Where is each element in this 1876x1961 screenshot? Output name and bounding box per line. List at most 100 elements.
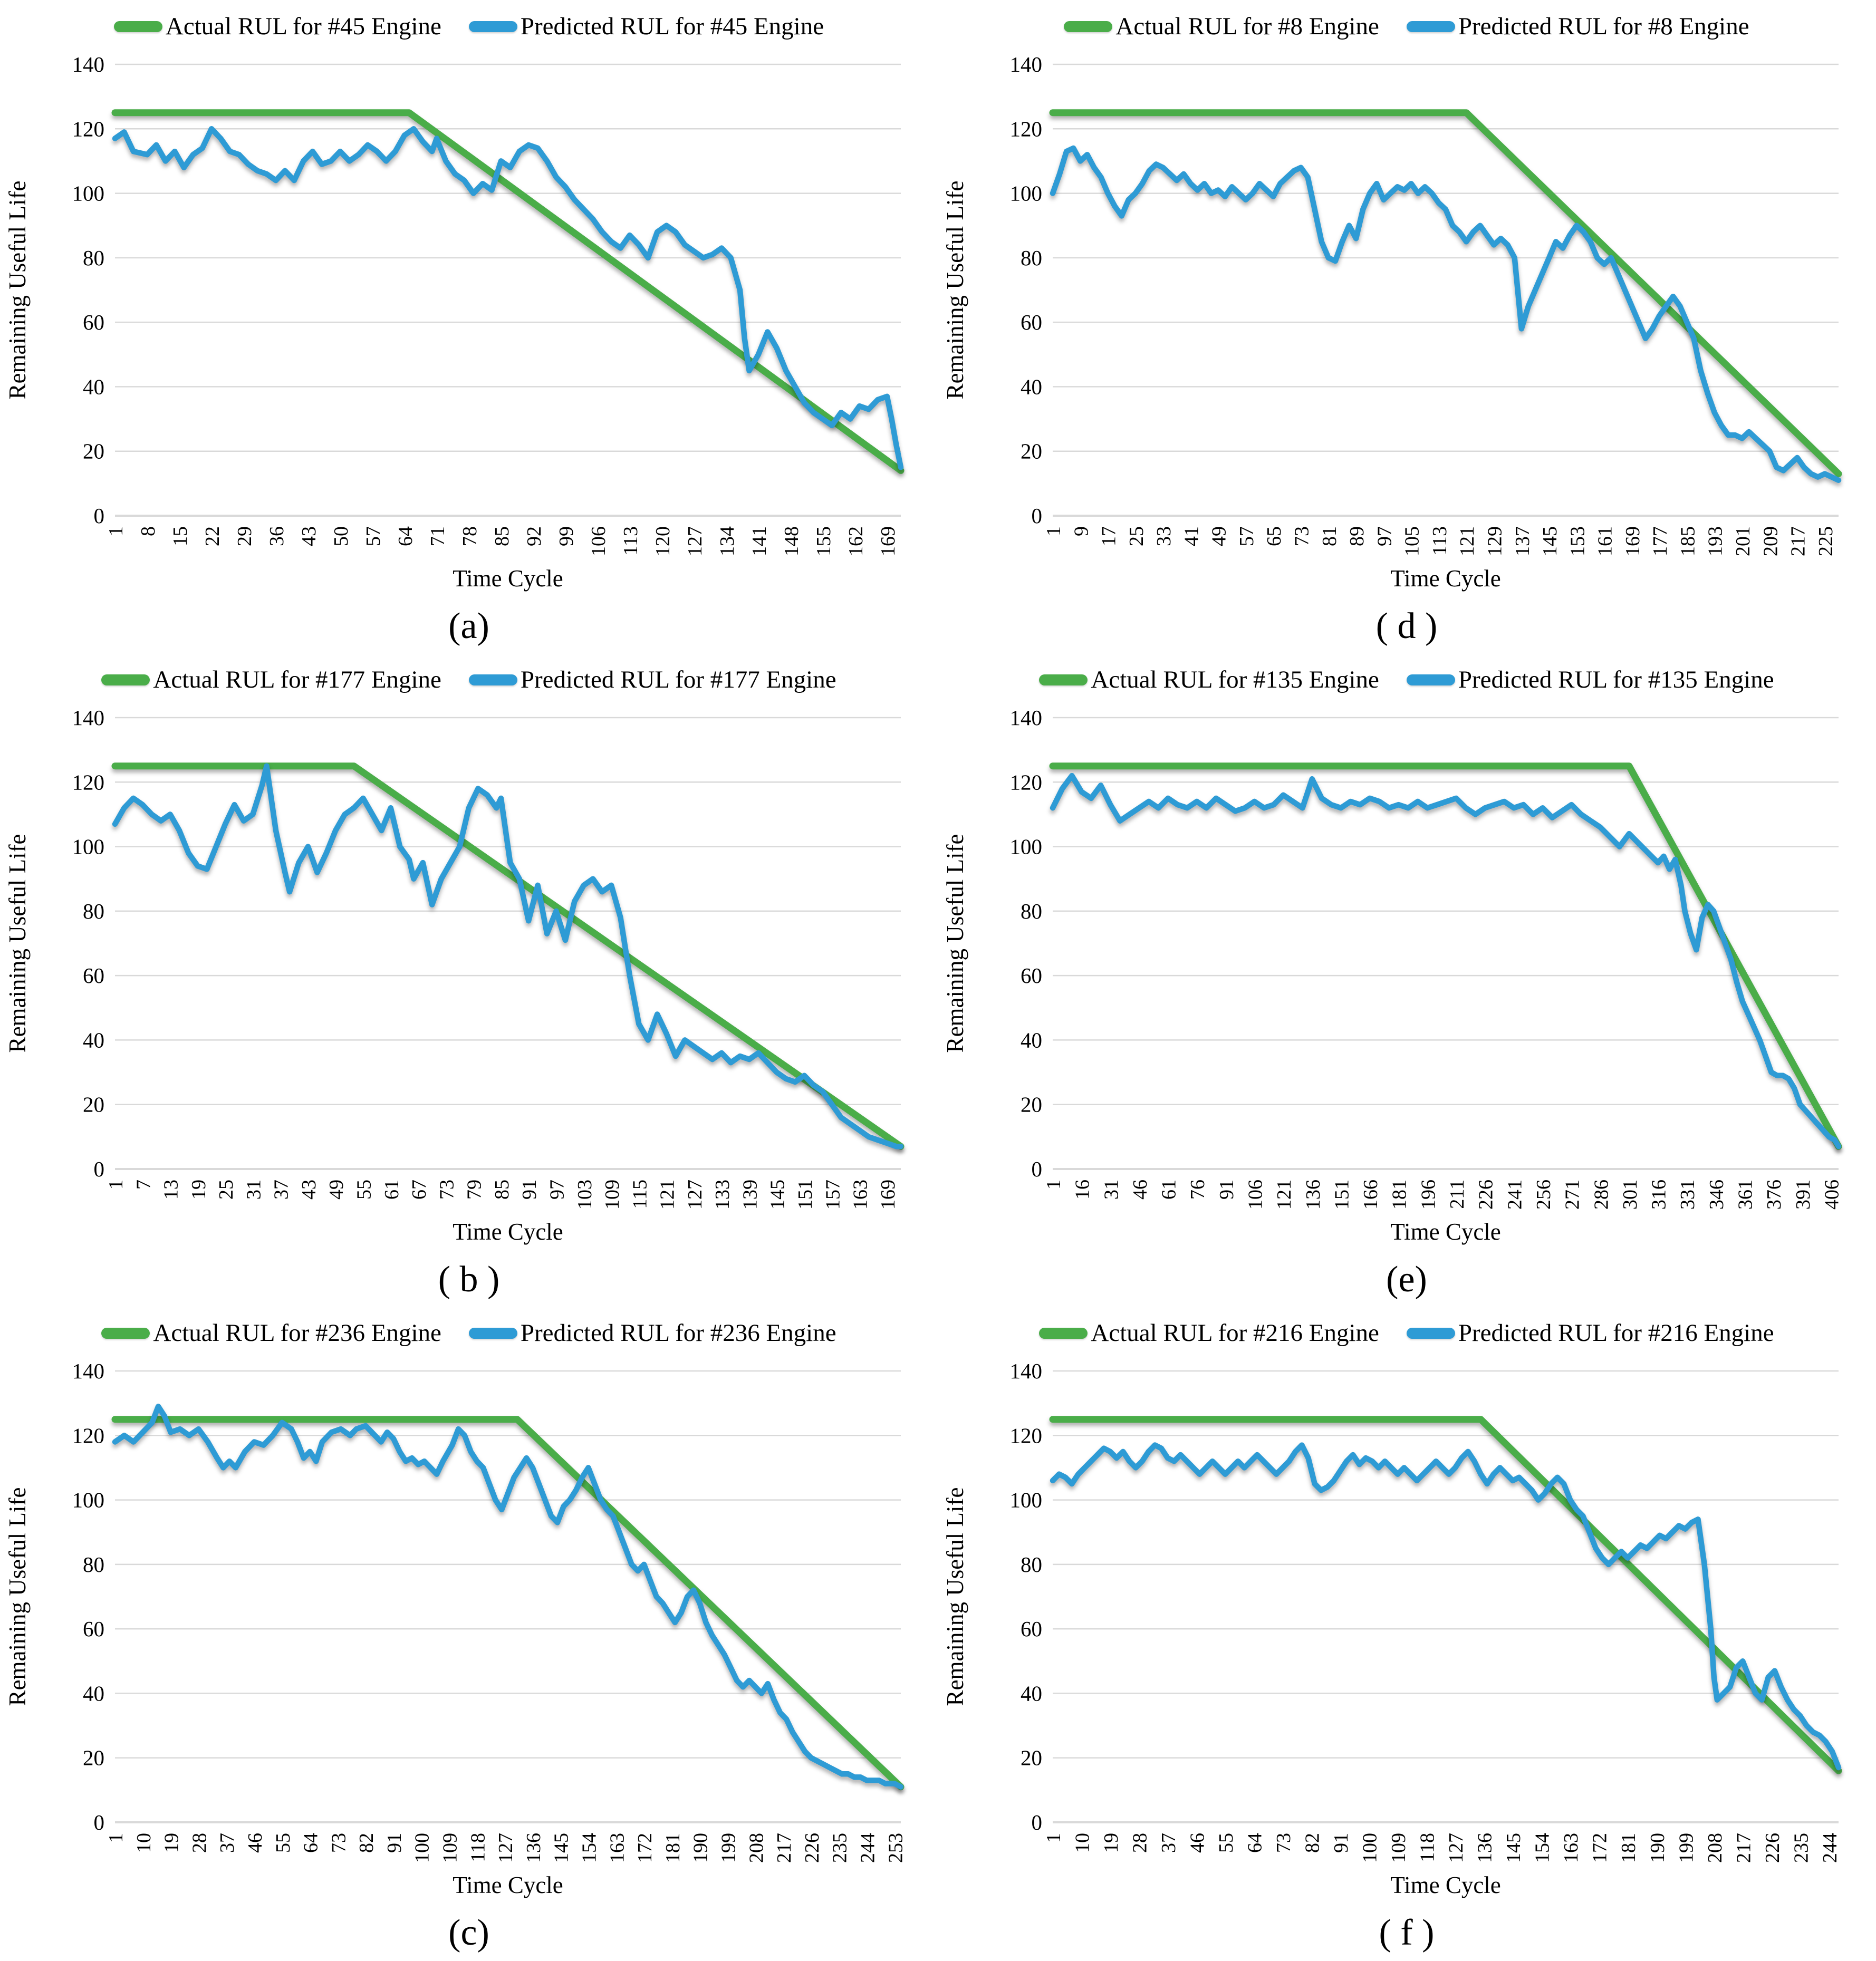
- x-tick-label: 145: [1539, 526, 1561, 556]
- x-tick-label: 55: [272, 1833, 294, 1853]
- x-tick-label: 226: [801, 1833, 823, 1863]
- x-tick-label: 25: [1125, 526, 1148, 546]
- x-tick-label: 217: [773, 1833, 795, 1863]
- y-tick-label: 40: [1021, 374, 1042, 399]
- x-tick-label: 162: [845, 526, 867, 556]
- legend-label-actual: Actual RUL for #135 Engine: [1091, 666, 1379, 693]
- x-tick-label: 91: [1330, 1833, 1352, 1853]
- caption-c: (c): [448, 1912, 489, 1953]
- predicted-line-swatch-icon: [468, 1327, 517, 1339]
- x-tick-label: 172: [1589, 1833, 1611, 1863]
- x-tick-label: 376: [1763, 1180, 1785, 1210]
- y-tick-label: 60: [83, 1617, 104, 1641]
- x-tick-label: 163: [606, 1833, 628, 1863]
- x-tick-label: 85: [491, 1180, 513, 1200]
- legend-label-predicted: Predicted RUL for #216 Engine: [1458, 1319, 1774, 1347]
- x-tick-label: 208: [745, 1833, 767, 1863]
- x-tick-label: 50: [330, 526, 352, 546]
- x-tick-label: 109: [601, 1180, 623, 1210]
- x-axis-title: Time Cycle: [1390, 565, 1501, 592]
- y-tick-label: 60: [83, 963, 104, 988]
- x-tick-label: 136: [523, 1833, 545, 1863]
- panel-d: Actual RUL for #8 Engine Predicted RUL f…: [938, 0, 1875, 653]
- panel-a: Actual RUL for #45 Engine Predicted RUL …: [0, 0, 938, 653]
- x-tick-label: 153: [1566, 526, 1589, 556]
- actual-series-line: [111, 1416, 905, 1791]
- legend-label-actual: Actual RUL for #216 Engine: [1091, 1319, 1379, 1347]
- x-tick-label: 196: [1417, 1180, 1439, 1210]
- x-tick-label: 7: [132, 1180, 155, 1190]
- y-tick-label: 60: [83, 310, 104, 334]
- x-tick-label: 161: [1594, 526, 1617, 556]
- y-axis-title: Remaining Useful Life: [942, 181, 968, 400]
- x-tick-label: 151: [794, 1180, 816, 1210]
- x-tick-label: 190: [1647, 1833, 1669, 1863]
- x-tick-label: 9: [1070, 526, 1092, 536]
- y-axis-title: Remaining Useful Life: [4, 181, 31, 400]
- panel-e: Actual RUL for #135 Engine Predicted RUL…: [938, 653, 1875, 1307]
- x-tick-label: 100: [411, 1833, 434, 1863]
- legend-item-actual: Actual RUL for #236 Engine: [101, 1319, 441, 1347]
- x-tick-label: 19: [161, 1833, 183, 1853]
- legend-label-predicted: Predicted RUL for #45 Engine: [520, 13, 824, 40]
- legend-item-predicted: Predicted RUL for #45 Engine: [468, 12, 824, 41]
- y-axis-title: Remaining Useful Life: [942, 1487, 968, 1706]
- x-tick-label: 118: [1417, 1833, 1439, 1862]
- x-tick-label: 235: [1790, 1833, 1812, 1863]
- x-tick-label: 73: [1291, 526, 1313, 546]
- x-tick-label: 61: [381, 1180, 403, 1200]
- x-tick-label: 127: [684, 526, 706, 556]
- x-tick-label: 217: [1787, 526, 1810, 556]
- x-tick-label: 253: [884, 1833, 907, 1863]
- y-tick-label: 80: [83, 1552, 104, 1577]
- chart-d: 0 20 40 60 80 100 120 140 1 9 17 25 33 41 49 57 65 73 81 89…: [942, 53, 1842, 592]
- y-tick-label: 120: [72, 1423, 105, 1447]
- caption-a: (a): [448, 606, 489, 646]
- x-tick-label: 148: [781, 526, 803, 556]
- x-tick-label: 256: [1533, 1180, 1555, 1210]
- legend-item-predicted: Predicted RUL for #177 Engine: [468, 665, 836, 694]
- y-tick-label: 20: [1021, 439, 1042, 463]
- x-tick-label: 13: [160, 1180, 182, 1200]
- x-tick-label: 91: [383, 1833, 406, 1853]
- y-tick-label: 140: [1010, 1359, 1043, 1383]
- x-tick-label: 127: [1445, 1833, 1467, 1863]
- y-tick-label: 40: [1021, 1028, 1042, 1052]
- x-tick-label: 71: [427, 526, 449, 546]
- x-tick-label: 19: [1100, 1833, 1122, 1853]
- x-tick-label: 28: [188, 1833, 210, 1853]
- x-tick-label: 79: [464, 1180, 486, 1200]
- predicted-line-swatch-icon: [468, 674, 517, 685]
- y-tick-label: 40: [83, 374, 104, 399]
- legend-b: Actual RUL for #177 Engine Predicted RUL…: [0, 653, 938, 706]
- caption-f: ( f ): [1379, 1912, 1435, 1953]
- x-tick-label: 154: [579, 1833, 601, 1863]
- x-tick-label: 209: [1759, 526, 1782, 556]
- x-tick-label: 67: [408, 1180, 430, 1200]
- x-tick-label: 118: [467, 1833, 489, 1862]
- legend-label-actual: Actual RUL for #236 Engine: [153, 1319, 441, 1347]
- actual-series-line: [1049, 1416, 1842, 1774]
- x-tick-label: 82: [355, 1833, 378, 1853]
- x-axis-title: Time Cycle: [1390, 1872, 1501, 1898]
- x-tick-label: 211: [1446, 1180, 1468, 1209]
- x-tick-label: 109: [439, 1833, 461, 1863]
- x-tick-label: 113: [620, 526, 642, 556]
- caption-e: (e): [1386, 1259, 1427, 1300]
- x-tick-label: 1: [1043, 1833, 1065, 1843]
- y-tick-label: 0: [1032, 1157, 1043, 1181]
- predicted-series-line: [112, 763, 904, 1149]
- y-tick-label: 120: [72, 117, 105, 141]
- x-tick-label: 106: [588, 526, 610, 556]
- x-tick-label: 73: [1273, 1833, 1295, 1853]
- y-axis-title: Remaining Useful Life: [942, 834, 968, 1053]
- y-tick-label: 140: [1010, 53, 1043, 76]
- legend-label-predicted: Predicted RUL for #177 Engine: [520, 666, 836, 693]
- x-tick-label: 151: [1331, 1180, 1353, 1210]
- x-tick-label: 99: [555, 526, 578, 546]
- y-tick-label: 100: [1010, 1488, 1043, 1512]
- x-tick-label: 64: [1244, 1833, 1266, 1853]
- x-tick-label: 105: [1401, 526, 1423, 556]
- x-tick-label: 15: [169, 526, 191, 546]
